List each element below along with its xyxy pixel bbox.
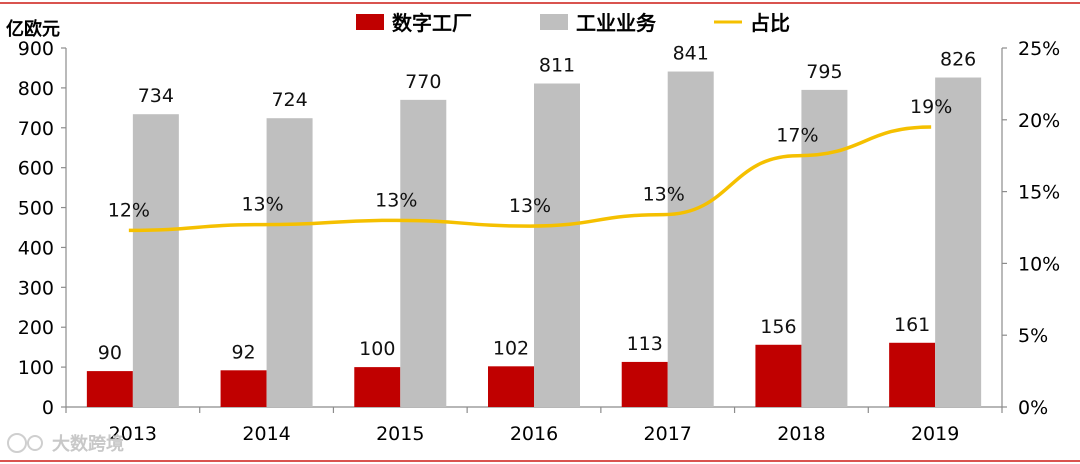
data-label-industry: 770 <box>405 71 441 93</box>
watermark-logo-icon-inner <box>27 435 43 451</box>
data-label-digital-factory: 156 <box>760 316 796 338</box>
data-label-industry: 811 <box>539 55 575 77</box>
legend-swatch-digital-factory <box>356 14 384 30</box>
y-tick-label: 900 <box>18 38 54 60</box>
y-axis-unit: 亿欧元 <box>6 18 60 40</box>
data-label-share: 13% <box>643 184 685 206</box>
y2-tick-label: 0% <box>1018 397 1048 419</box>
data-label-digital-factory: 113 <box>627 333 663 355</box>
data-label-share: 19% <box>910 96 952 118</box>
bar-digital-factory <box>220 370 267 407</box>
legend-label-digital-factory: 数字工厂 <box>392 11 472 35</box>
bar-industry <box>266 118 313 408</box>
x-tick-label: 2017 <box>644 423 692 445</box>
data-label-share: 13% <box>241 194 283 216</box>
data-label-industry: 734 <box>138 85 174 107</box>
bar-digital-factory <box>621 361 668 407</box>
data-label-industry: 841 <box>673 43 709 65</box>
x-tick-label: 2018 <box>777 423 825 445</box>
data-label-digital-factory: 102 <box>493 337 529 359</box>
data-label-share: 17% <box>776 125 818 147</box>
y2-tick-label: 25% <box>1018 38 1060 60</box>
x-tick-label: 2015 <box>376 423 424 445</box>
watermark-text: 大数跨境 <box>52 433 124 455</box>
bar-industry <box>667 71 714 407</box>
data-label-share: 13% <box>375 189 417 211</box>
legend-label-share: 占比 <box>750 11 790 35</box>
y2-tick-label: 20% <box>1018 110 1060 132</box>
bar-digital-factory <box>889 342 936 407</box>
legend: 数字工厂 工业业务 占比 <box>356 11 790 35</box>
data-label-share: 13% <box>509 195 551 217</box>
legend-label-industry: 工业业务 <box>576 11 657 35</box>
y-tick-label: 300 <box>18 277 54 299</box>
bar-industry <box>400 99 447 407</box>
data-label-digital-factory: 100 <box>359 338 395 360</box>
share-line <box>128 125 932 233</box>
data-label-share: 12% <box>108 199 150 221</box>
data-label-digital-factory: 161 <box>894 314 930 336</box>
x-tick-label: 2019 <box>911 423 959 445</box>
bar-digital-factory <box>354 367 401 407</box>
y-tick-label: 100 <box>18 357 54 379</box>
data-label-industry: 724 <box>271 89 307 111</box>
watermark-logo-icon <box>7 433 27 453</box>
legend-swatch-industry <box>540 14 568 30</box>
x-tick-label: 2014 <box>242 423 290 445</box>
bar-industry <box>534 83 580 408</box>
y-tick-label: 800 <box>18 78 54 100</box>
bars <box>86 71 982 408</box>
x-tick-label: 2013 <box>109 423 157 445</box>
data-label-industry: 826 <box>940 49 976 71</box>
bar-industry <box>132 114 179 408</box>
share-line-path <box>128 125 932 233</box>
axes: 0 100 200 300 400 500 600 700 800 900 0% 5% 10% 15% 20… <box>18 38 1061 445</box>
y2-tick-label: 15% <box>1018 182 1060 204</box>
x-tick-label: 2016 <box>510 423 558 445</box>
data-labels: 90 734 92 724 100 770 102 811 113 841 156 795 161 826… <box>98 43 977 365</box>
y-tick-label: 200 <box>18 317 54 339</box>
data-label-digital-factory: 90 <box>98 342 122 364</box>
bar-digital-factory <box>755 344 802 407</box>
y-tick-label: 700 <box>18 118 54 140</box>
y-tick-label: 400 <box>18 237 54 259</box>
data-label-digital-factory: 92 <box>231 341 255 363</box>
watermark: 大数跨境 <box>7 433 124 455</box>
bar-digital-factory <box>86 371 133 407</box>
y2-tick-label: 5% <box>1018 325 1048 347</box>
bar-digital-factory <box>488 366 534 407</box>
y2-tick-label: 10% <box>1018 253 1060 275</box>
data-label-industry: 795 <box>806 61 842 83</box>
y-tick-label: 0 <box>42 397 54 419</box>
bar-industry <box>801 89 848 407</box>
y-tick-label: 500 <box>18 198 54 220</box>
y-tick-label: 600 <box>18 158 54 180</box>
bar-industry <box>935 77 982 408</box>
